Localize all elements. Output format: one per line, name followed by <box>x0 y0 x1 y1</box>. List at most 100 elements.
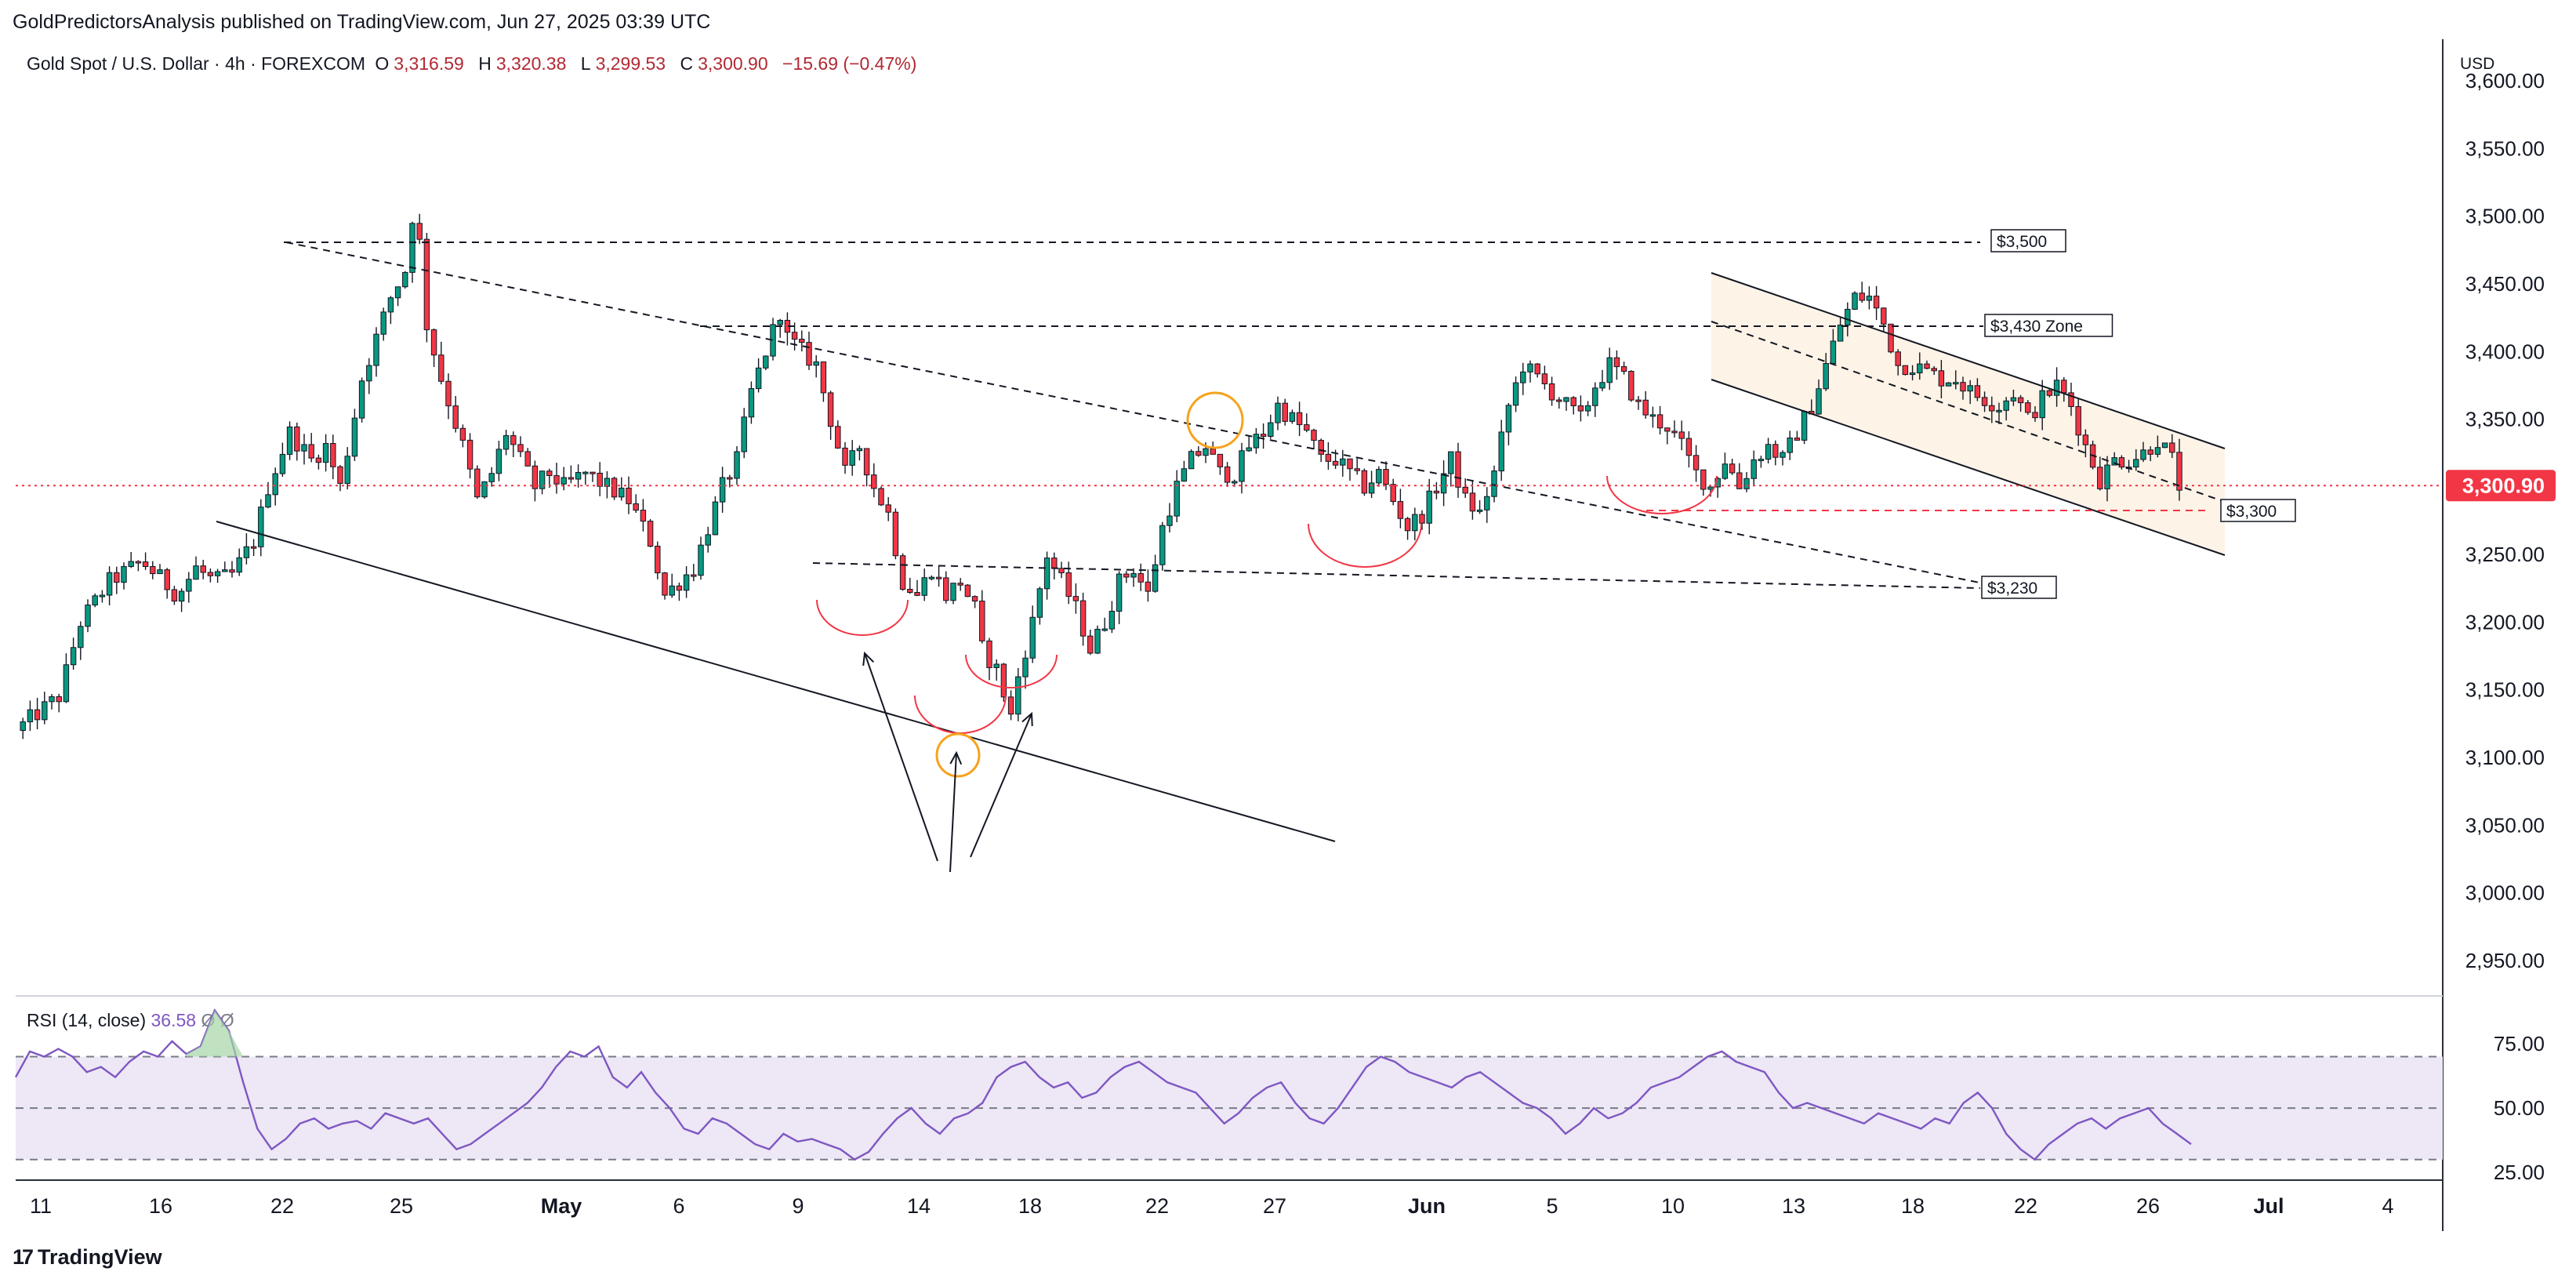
candle <box>640 499 647 532</box>
candle <box>553 463 560 494</box>
candle-body <box>914 592 920 596</box>
candle-body <box>871 474 877 489</box>
candle <box>899 553 906 591</box>
candle-body <box>1426 490 1432 524</box>
candle <box>1873 285 1880 321</box>
candle-body <box>279 453 286 474</box>
symbol-name[interactable]: Gold Spot / U.S. Dollar · 4h · FOREXCOM <box>27 53 366 74</box>
candle <box>1174 470 1180 522</box>
candle <box>1772 440 1779 466</box>
candle-body <box>1707 486 1714 490</box>
candle-body <box>1246 447 1252 452</box>
candle <box>2046 387 2053 398</box>
rsi-title[interactable]: RSI (14, close) <box>27 1010 147 1030</box>
candle <box>1866 286 1873 310</box>
candle <box>1902 365 1909 376</box>
highlight-circle <box>1186 391 1244 449</box>
candle-body <box>1751 459 1757 479</box>
candle <box>351 409 358 461</box>
candle <box>532 460 539 502</box>
candle <box>222 561 228 572</box>
candle <box>488 467 495 487</box>
price-tick-label: 3,550.00 <box>2465 136 2545 160</box>
candle <box>1130 568 1137 587</box>
candle-body <box>1296 412 1303 426</box>
candle-body <box>1628 371 1634 401</box>
arrow <box>970 713 1032 858</box>
candle <box>1426 478 1432 535</box>
candle <box>2032 406 2038 422</box>
candle <box>330 434 336 480</box>
candle <box>99 590 106 603</box>
candle-body <box>1123 573 1130 578</box>
candle <box>416 213 423 245</box>
candle-body <box>1397 501 1404 519</box>
candle <box>1520 362 1526 395</box>
candle-body <box>633 503 639 511</box>
candle-body <box>1743 478 1750 489</box>
tradingview-logo-icon: 17 <box>13 1245 34 1269</box>
candle <box>791 322 798 351</box>
candle-body <box>647 521 654 547</box>
level-label: $3,430 Zone <box>1984 314 2113 337</box>
rsi-tick-label: 50.00 <box>2494 1096 2545 1120</box>
candle-body <box>1613 357 1620 368</box>
time-tick-label: 22 <box>1145 1194 1169 1218</box>
candle-body <box>2053 380 2060 396</box>
candle-body <box>452 405 459 429</box>
candle <box>705 526 711 553</box>
candle <box>1325 442 1332 470</box>
candle-body <box>416 223 423 240</box>
candle <box>1981 391 1988 412</box>
price-tick-label: 2,950.00 <box>2465 949 2545 972</box>
time-tick-label: 14 <box>907 1194 931 1218</box>
candle-body <box>1577 405 1584 412</box>
candle <box>1613 350 1620 380</box>
candle-body <box>20 721 26 731</box>
candle <box>1570 396 1576 415</box>
candle <box>921 568 927 601</box>
candle <box>619 477 625 501</box>
candle-body <box>1656 414 1664 429</box>
level-label-text: $3,300 <box>2226 503 2277 521</box>
rsi-legend: RSI (14, close) 36.58 Ø Ø <box>27 1010 234 1031</box>
time-tick-label: 13 <box>1782 1194 1805 1218</box>
candle-body <box>993 663 1000 668</box>
candle-body <box>1101 628 1108 631</box>
candle-body <box>394 286 401 299</box>
time-tick-label: 27 <box>1263 1194 1286 1218</box>
candle <box>1260 423 1267 449</box>
candle-body <box>705 534 711 546</box>
time-tick-label: 22 <box>2014 1194 2037 1218</box>
candle-body <box>1758 459 1765 462</box>
currency-button[interactable]: USD <box>2460 55 2495 73</box>
candle-series <box>20 213 2182 739</box>
candle <box>698 536 704 580</box>
candle <box>1253 427 1260 454</box>
candle <box>1462 478 1468 498</box>
candle <box>1383 461 1389 490</box>
candle-body <box>2104 464 2110 489</box>
tradingview-logo[interactable]: 17 TradingView <box>13 1245 162 1270</box>
candle <box>423 233 430 343</box>
candle <box>626 476 632 514</box>
candle-body <box>1859 292 1865 301</box>
candle <box>1455 442 1461 498</box>
candle <box>741 408 747 459</box>
candle-body <box>1881 307 1887 325</box>
candle <box>1007 690 1014 721</box>
candle-body <box>2068 392 2074 408</box>
candle-body <box>1087 635 1094 654</box>
candle <box>366 358 372 394</box>
high-value: 3,320.38 <box>495 53 567 74</box>
candle-body <box>387 297 394 313</box>
price-tick-label: 3,100.00 <box>2465 746 2545 769</box>
candle-body <box>423 238 430 331</box>
candle <box>1556 397 1562 409</box>
candle <box>200 559 206 579</box>
candle <box>2068 382 2074 416</box>
candle-body <box>1022 657 1029 678</box>
candle <box>827 391 834 440</box>
candle <box>128 551 134 569</box>
